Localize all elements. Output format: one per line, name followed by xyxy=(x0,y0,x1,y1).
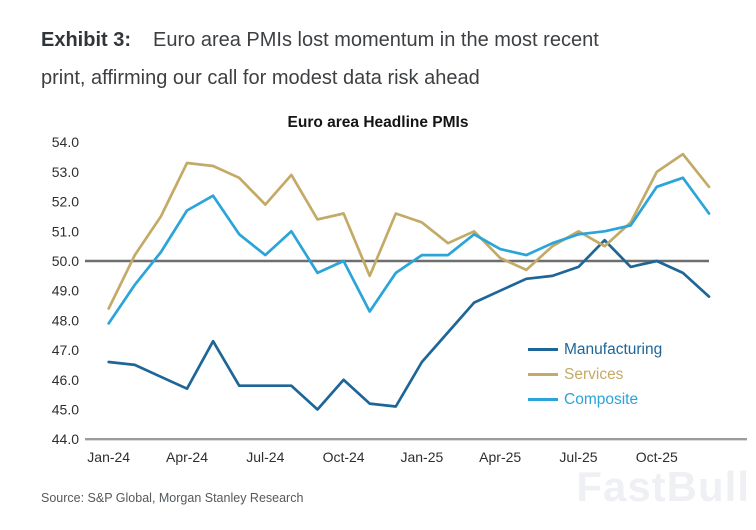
y-tick-label: 47.0 xyxy=(52,342,79,358)
exhibit-heading-line2: print, affirming our call for modest dat… xyxy=(41,67,480,89)
legend: Manufacturing Services Composite xyxy=(528,337,662,412)
y-tick-label: 52.0 xyxy=(52,194,79,210)
y-tick-label: 45.0 xyxy=(52,402,79,418)
legend-label-manufacturing: Manufacturing xyxy=(564,340,663,358)
services-line-swatch xyxy=(528,373,558,376)
legend-row-composite: Composite xyxy=(528,387,662,412)
x-tick-label: Jul-25 xyxy=(559,449,597,465)
chart-title: Euro area Headline PMIs xyxy=(287,114,469,131)
x-tick-label: Oct-25 xyxy=(636,449,678,465)
exhibit-heading-line1: Exhibit 3: Euro area PMIs lost momentum i… xyxy=(41,21,731,59)
x-tick-label: Oct-24 xyxy=(323,449,365,465)
services-line xyxy=(107,152,711,310)
x-tick-label: Jan-24 xyxy=(87,449,130,465)
y-tick-label: 48.0 xyxy=(52,312,79,328)
composite-line xyxy=(107,176,711,325)
manufacturing-line-swatch xyxy=(528,348,558,351)
exhibit-title-part1: Euro area PMIs lost momentum in the most… xyxy=(153,29,599,51)
source-text: Source: S&P Global, Morgan Stanley Resea… xyxy=(41,491,304,505)
legend-row-services: Services xyxy=(528,362,662,387)
y-tick-label: 53.0 xyxy=(52,164,79,180)
x-tick-label: Jan-25 xyxy=(400,449,443,465)
y-tick-label: 49.0 xyxy=(52,283,79,299)
x-tick-label: Apr-24 xyxy=(166,449,208,465)
watermark: FastBull xyxy=(576,463,750,510)
legend-row-manufacturing: Manufacturing xyxy=(528,337,662,362)
composite-line-swatch xyxy=(528,398,558,401)
exhibit-label: Exhibit 3: xyxy=(41,29,132,51)
y-tick-label: 50.0 xyxy=(52,253,79,269)
x-tick-label: Apr-25 xyxy=(479,449,521,465)
legend-label-services: Services xyxy=(564,365,624,383)
y-tick-label: 46.0 xyxy=(52,372,79,388)
manufacturing-line xyxy=(107,238,711,411)
x-tick-label: Jul-24 xyxy=(246,449,284,465)
y-tick-label: 44.0 xyxy=(52,431,79,447)
y-tick-label: 51.0 xyxy=(52,223,79,239)
y-tick-label: 54.0 xyxy=(52,134,79,150)
exhibit-heading: Exhibit 3: Euro area PMIs lost momentum i… xyxy=(41,21,731,97)
legend-label-composite: Composite xyxy=(564,390,639,408)
